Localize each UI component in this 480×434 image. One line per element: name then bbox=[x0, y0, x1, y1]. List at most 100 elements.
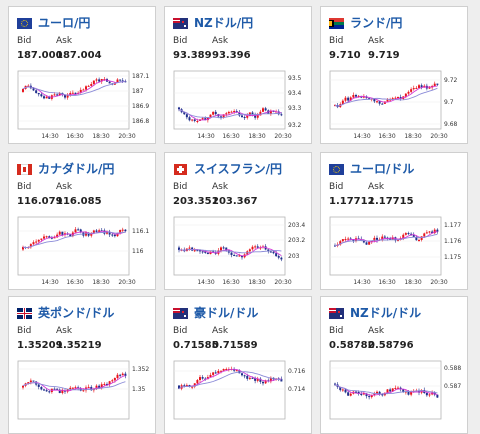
chart-plot-area bbox=[329, 70, 442, 130]
candle-body bbox=[280, 114, 283, 116]
candle-body bbox=[238, 112, 241, 116]
flag-ch-icon bbox=[173, 163, 188, 175]
candle-body bbox=[373, 393, 376, 396]
price-chart[interactable]: 187.1 187 186.9 186.8 14:30 16:30 18:30 20:30 bbox=[15, 69, 155, 143]
candle-body bbox=[267, 249, 270, 252]
pair-title-link[interactable]: 英ポンド/ドル bbox=[38, 306, 115, 320]
pair-title-link[interactable]: カナダドル/円 bbox=[38, 162, 115, 176]
pair-title-link[interactable]: スイスフラン/円 bbox=[194, 162, 283, 176]
rate-card-nzd-usd[interactable]: NZドル/ドル Bid Ask 0.58782 0.58796 0.588 0.5… bbox=[320, 296, 468, 434]
candle-body bbox=[225, 369, 228, 370]
pair-title-link[interactable]: NZドル/ドル bbox=[350, 306, 422, 320]
candle-body bbox=[264, 108, 267, 111]
candle-body bbox=[373, 237, 376, 241]
price-chart[interactable]: 203.4 203.2 203 14:30 16:30 18:30 20:30 bbox=[171, 215, 311, 289]
candle-body bbox=[61, 390, 64, 394]
candle-body bbox=[222, 247, 225, 249]
candle-body bbox=[241, 255, 243, 258]
rate-card-aud-usd[interactable]: 豪ドル/ドル Bid Ask 0.71585 0.71589 0.716 0.71… bbox=[164, 296, 312, 434]
candle-body bbox=[428, 231, 431, 233]
candle-body bbox=[61, 231, 64, 235]
pair-title-link[interactable]: ユーロ/円 bbox=[38, 16, 91, 30]
candle-body bbox=[29, 244, 32, 248]
candle-body bbox=[74, 92, 77, 94]
candle-body bbox=[209, 374, 212, 378]
candle-body bbox=[389, 238, 392, 240]
card-header: スイスフラン/円 bbox=[173, 161, 282, 177]
y-tick-label: 203 bbox=[288, 253, 300, 260]
ask-value: 0.71589 bbox=[212, 340, 258, 351]
y-tick-label: 203.4 bbox=[288, 222, 305, 229]
candle-body bbox=[56, 234, 59, 238]
candle-body bbox=[238, 255, 241, 257]
candle-body bbox=[404, 93, 407, 97]
ask-value: 0.58796 bbox=[368, 340, 414, 351]
candle-body bbox=[397, 239, 399, 241]
rate-card-eur-usd[interactable]: ユーロ/ドル Bid Ask 1.17712 1.17715 1.177 1.17… bbox=[320, 152, 468, 290]
candle-body bbox=[233, 111, 236, 113]
pair-title-link[interactable]: 豪ドル/ドル bbox=[194, 306, 259, 320]
pair-title-link[interactable]: ランド/円 bbox=[350, 16, 403, 30]
candle-body bbox=[402, 389, 405, 393]
rate-card-nzd-jpy[interactable]: NZドル/円 Bid Ask 93.389 93.396 93.5 93.4 93.… bbox=[164, 6, 312, 144]
x-tick-label: 18:30 bbox=[92, 133, 109, 140]
candle-body bbox=[43, 389, 45, 391]
candle-body bbox=[212, 251, 215, 253]
y-tick-label: 0.588 bbox=[444, 365, 461, 372]
y-tick-label: 116 bbox=[132, 248, 144, 255]
candle-body bbox=[32, 88, 35, 91]
candle-body bbox=[420, 85, 423, 88]
candle-body bbox=[40, 94, 43, 97]
candle-body bbox=[191, 119, 194, 121]
rate-card-eur-jpy[interactable]: ユーロ/円 Bid Ask 187.000 187.004 187.1 187 18… bbox=[8, 6, 156, 144]
candle-body bbox=[74, 229, 77, 233]
price-chart[interactable]: 1.177 1.176 1.175 14:30 16:30 18:30 20:30 bbox=[327, 215, 467, 289]
candle-body bbox=[341, 389, 344, 391]
candle-body bbox=[95, 79, 98, 81]
candle-body bbox=[79, 229, 82, 233]
price-chart[interactable]: 9.72 9.7 9.68 14:30 16:30 18:30 20:30 bbox=[327, 69, 467, 143]
rate-card-chf-jpy[interactable]: スイスフラン/円 Bid Ask 203.351 203.367 203.4 20… bbox=[164, 152, 312, 290]
candle-body bbox=[220, 116, 222, 118]
ask-value: 1.35219 bbox=[56, 340, 102, 351]
candle-body bbox=[352, 239, 355, 241]
candle-body bbox=[415, 237, 418, 241]
ask-value: 116.085 bbox=[56, 196, 102, 207]
rate-card-cad-jpy[interactable]: カナダドル/円 Bid Ask 116.079 116.085 116.1 116… bbox=[8, 152, 156, 290]
flag-au-icon bbox=[173, 307, 188, 319]
candle-body bbox=[116, 374, 119, 379]
price-chart[interactable]: 1.352 1.35 bbox=[15, 359, 155, 433]
candle-body bbox=[269, 377, 272, 382]
candle-body bbox=[48, 391, 51, 393]
candle-body bbox=[412, 234, 415, 238]
candle-body bbox=[407, 233, 410, 235]
candle-body bbox=[334, 383, 336, 385]
x-tick-label: 16:30 bbox=[222, 279, 239, 286]
card-header: NZドル/ドル bbox=[329, 305, 421, 321]
chart-plot-area bbox=[173, 216, 286, 276]
price-chart[interactable]: 0.716 0.714 bbox=[171, 359, 311, 433]
candle-body bbox=[98, 79, 101, 82]
candle-body bbox=[74, 387, 77, 389]
moving-average-short-line bbox=[178, 368, 282, 389]
rate-card-zar-jpy[interactable]: ランド/円 Bid Ask 9.710 9.719 9.72 9.7 9.68 14:… bbox=[320, 6, 468, 144]
candle-body bbox=[425, 393, 428, 396]
price-chart[interactable]: 93.5 93.4 93.3 93.2 14:30 16:30 18:30 20:30 bbox=[171, 69, 311, 143]
candle-body bbox=[355, 94, 357, 97]
x-tick-label: 16:30 bbox=[66, 133, 83, 140]
chart-plot-area bbox=[173, 70, 286, 130]
pair-title-link[interactable]: ユーロ/ドル bbox=[350, 162, 415, 176]
candle-body bbox=[370, 240, 373, 243]
candle-body bbox=[344, 389, 347, 393]
price-chart[interactable]: 116.1 116 14:30 16:30 18:30 20:30 bbox=[15, 215, 155, 289]
price-chart[interactable]: 0.588 0.587 bbox=[327, 359, 467, 433]
candle-body bbox=[410, 89, 413, 92]
candle-body bbox=[397, 387, 399, 389]
rate-card-gbp-usd[interactable]: 英ポンド/ドル Bid Ask 1.35209 1.35219 1.352 1.3… bbox=[8, 296, 156, 434]
y-tick-label: 9.7 bbox=[444, 99, 454, 106]
candle-body bbox=[37, 384, 40, 387]
candle-body bbox=[349, 393, 352, 396]
candle-body bbox=[269, 251, 272, 253]
card-header: カナダドル/円 bbox=[17, 161, 114, 177]
pair-title-link[interactable]: NZドル/円 bbox=[194, 16, 254, 30]
